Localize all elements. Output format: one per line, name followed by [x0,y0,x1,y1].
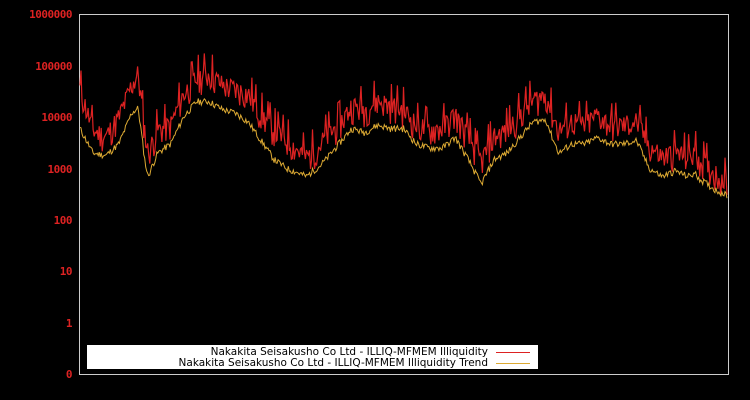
y-tick-label: 10000 [41,111,72,124]
legend-swatch-red [496,351,530,353]
legend-label: Nakakita Seisakusho Co Ltd - ILLIQ-MFMEM… [210,346,488,358]
y-tick-label: 10 [59,265,73,278]
plot-frame [79,14,729,375]
chart-legend: Nakakita Seisakusho Co Ltd - ILLIQ-MFMEM… [87,345,538,369]
y-tick-label: 1000 [47,163,73,176]
y-tick-label: 1000000 [29,8,72,21]
legend-label: Nakakita Seisakusho Co Ltd - ILLIQ-MFMEM… [178,357,488,369]
y-tick-label: 1 [65,317,73,330]
illiquidity-trend-line [79,97,728,199]
y-tick-label: 100 [53,214,73,227]
legend-item-trend: Nakakita Seisakusho Co Ltd - ILLIQ-MFMEM… [179,357,530,369]
series-layer [79,53,728,199]
legend-swatch-gold [496,362,530,364]
legend-item-illiquidity: Nakakita Seisakusho Co Ltd - ILLIQ-MFMEM… [211,346,530,358]
y-tick-label: 0 [65,368,73,381]
illiquidity-line [79,53,728,196]
y-tick-label: 100000 [35,60,72,73]
